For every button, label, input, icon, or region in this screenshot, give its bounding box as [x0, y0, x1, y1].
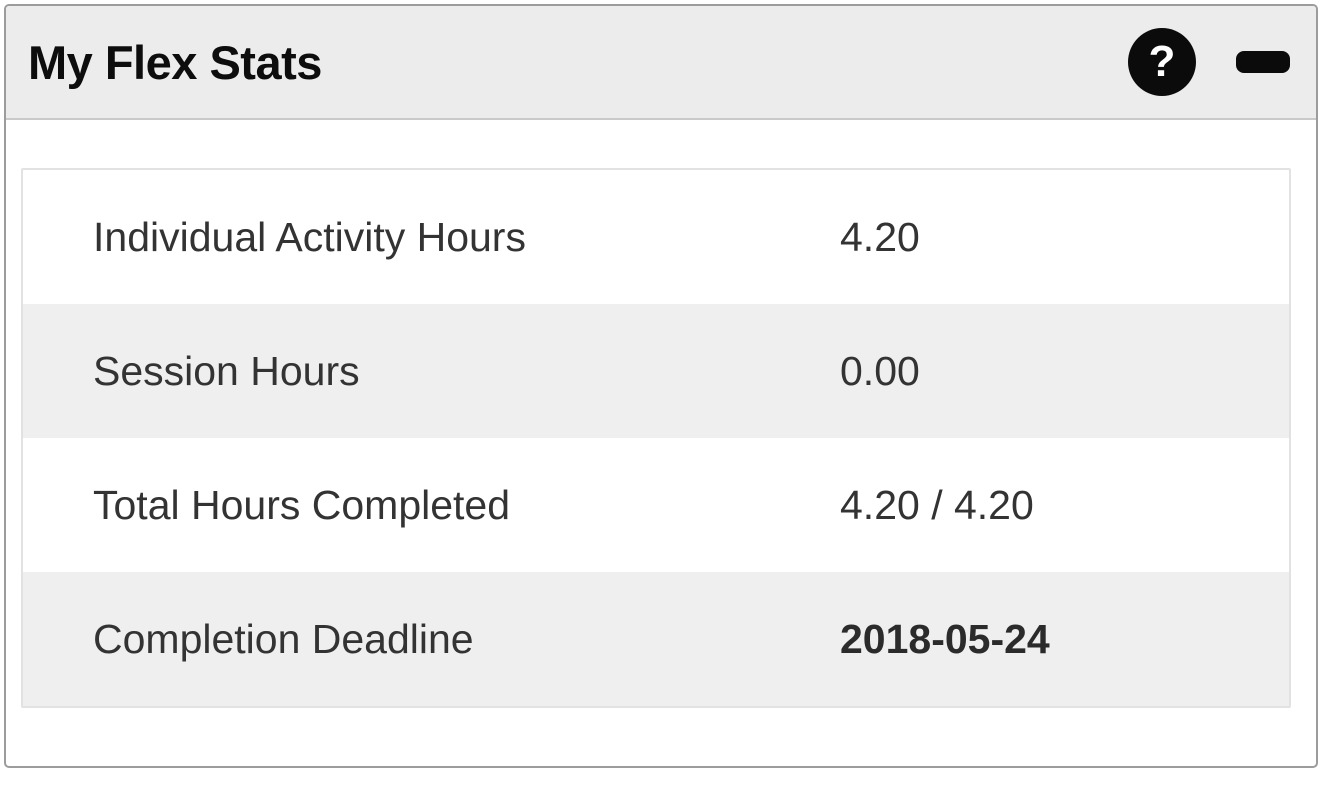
widget-header: My Flex Stats ?: [6, 6, 1316, 120]
stat-value: 4.20 / 4.20: [840, 481, 1034, 528]
help-icon[interactable]: ?: [1128, 28, 1196, 96]
stat-row: Individual Activity Hours 4.20: [23, 170, 1289, 304]
stat-value: 4.20: [840, 213, 920, 260]
stat-row: Session Hours 0.00: [23, 304, 1289, 438]
stat-row: Total Hours Completed 4.20 / 4.20: [23, 438, 1289, 572]
widget-title: My Flex Stats: [28, 35, 322, 89]
header-actions: ?: [1128, 28, 1290, 96]
stat-value: 0.00: [840, 347, 920, 394]
my-flex-stats-widget: My Flex Stats ? Individual Activity Hour…: [4, 4, 1318, 768]
minimize-icon[interactable]: [1236, 51, 1290, 73]
stat-row: Completion Deadline 2018-05-24: [23, 572, 1289, 706]
stat-label: Individual Activity Hours: [93, 213, 526, 260]
stats-table: Individual Activity Hours 4.20 Session Hou…: [21, 168, 1291, 708]
stat-value: 2018-05-24: [840, 615, 1050, 662]
stat-label: Total Hours Completed: [93, 481, 511, 528]
widget-body: Individual Activity Hours 4.20 Session Hou…: [6, 120, 1316, 708]
stat-label: Completion Deadline: [93, 615, 474, 662]
question-mark-glyph: ?: [1148, 37, 1176, 86]
stat-label: Session Hours: [93, 347, 360, 394]
